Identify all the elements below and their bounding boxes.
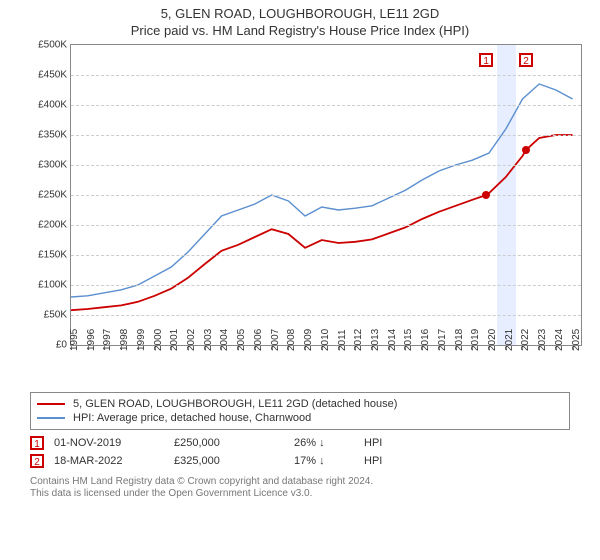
y-tick-label: £250K	[38, 189, 71, 200]
footer-line1: Contains HM Land Registry data © Crown c…	[30, 476, 570, 489]
row-date: 18-MAR-2022	[54, 455, 164, 467]
row-hpi: HPI	[364, 437, 414, 449]
y-tick-label: £350K	[38, 129, 71, 140]
legend-item: 5, GLEN ROAD, LOUGHBOROUGH, LE11 2GD (de…	[37, 397, 563, 411]
x-tick-label: 2010	[320, 329, 331, 351]
legend: 5, GLEN ROAD, LOUGHBOROUGH, LE11 2GD (de…	[30, 392, 570, 430]
y-gridline	[71, 135, 581, 136]
x-tick-label: 2025	[571, 329, 582, 351]
x-tick-label: 1998	[119, 329, 130, 351]
x-tick-label: 2013	[370, 329, 381, 351]
x-tick-label: 2017	[437, 329, 448, 351]
x-tick-label: 2016	[420, 329, 431, 351]
transactions-table: 1 01-NOV-2019 £250,000 26% ↓ HPI 2 18-MAR-2022…	[30, 434, 570, 470]
x-tick-label: 2007	[270, 329, 281, 351]
row-hpi: HPI	[364, 455, 414, 467]
x-tick-label: 2011	[337, 329, 348, 351]
transaction-dot	[522, 146, 530, 154]
y-gridline	[71, 255, 581, 256]
transaction-dot	[482, 191, 490, 199]
x-tick-label: 1999	[136, 329, 147, 351]
x-tick-label: 1996	[86, 329, 97, 351]
row-price: £325,000	[174, 455, 284, 467]
x-tick-label: 2012	[353, 329, 364, 351]
legend-swatch	[37, 417, 65, 419]
legend-swatch	[37, 403, 65, 405]
x-tick-label: 2022	[520, 329, 531, 351]
chart-subtitle: Price paid vs. HM Land Registry's House …	[0, 23, 600, 44]
y-tick-label: £50K	[44, 309, 71, 320]
row-pct: 17% ↓	[294, 455, 354, 467]
row-date: 01-NOV-2019	[54, 437, 164, 449]
x-tick-label: 2018	[454, 329, 465, 351]
x-tick-label: 2000	[153, 329, 164, 351]
x-tick-label: 2005	[236, 329, 247, 351]
footer-line2: This data is licensed under the Open Gov…	[30, 488, 570, 501]
y-gridline	[71, 195, 581, 196]
y-tick-label: £200K	[38, 219, 71, 230]
footer: Contains HM Land Registry data © Crown c…	[30, 476, 570, 501]
y-tick-label: £100K	[38, 279, 71, 290]
y-tick-label: £300K	[38, 159, 71, 170]
row-marker: 1	[30, 436, 44, 450]
row-marker: 2	[30, 454, 44, 468]
marker-box: 2	[519, 53, 533, 67]
x-tick-label: 2019	[470, 329, 481, 351]
legend-item: HPI: Average price, detached house, Char…	[37, 411, 563, 425]
x-tick-label: 1997	[102, 329, 113, 351]
x-tick-label: 2020	[487, 329, 498, 351]
y-gridline	[71, 75, 581, 76]
x-tick-label: 2004	[219, 329, 230, 351]
y-tick-label: £400K	[38, 99, 71, 110]
chart-title: 5, GLEN ROAD, LOUGHBOROUGH, LE11 2GD	[0, 0, 600, 23]
marker-box: 1	[479, 53, 493, 67]
table-row: 1 01-NOV-2019 £250,000 26% ↓ HPI	[30, 434, 570, 452]
x-tick-label: 2024	[554, 329, 565, 351]
y-gridline	[71, 315, 581, 316]
y-gridline	[71, 285, 581, 286]
y-tick-label: £500K	[38, 39, 71, 50]
row-price: £250,000	[174, 437, 284, 449]
row-pct: 26% ↓	[294, 437, 354, 449]
x-tick-label: 2008	[286, 329, 297, 351]
x-tick-label: 2006	[253, 329, 264, 351]
series-price	[71, 135, 573, 310]
x-tick-label: 1995	[69, 329, 80, 351]
legend-label: 5, GLEN ROAD, LOUGHBOROUGH, LE11 2GD (de…	[73, 398, 397, 410]
x-tick-label: 2015	[403, 329, 414, 351]
y-gridline	[71, 165, 581, 166]
plot-area: £0£50K£100K£150K£200K£250K£300K£350K£400…	[70, 44, 582, 346]
series-hpi	[71, 84, 573, 297]
y-tick-label: £150K	[38, 249, 71, 260]
x-tick-label: 2014	[387, 329, 398, 351]
chart-frame: £0£50K£100K£150K£200K£250K£300K£350K£400…	[20, 44, 580, 346]
chart-container: { "title": "5, GLEN ROAD, LOUGHBOROUGH, …	[0, 0, 600, 560]
table-row: 2 18-MAR-2022 £325,000 17% ↓ HPI	[30, 452, 570, 470]
legend-label: HPI: Average price, detached house, Char…	[73, 412, 311, 424]
x-tick-label: 2002	[186, 329, 197, 351]
y-gridline	[71, 225, 581, 226]
x-tick-label: 2009	[303, 329, 314, 351]
x-tick-label: 2001	[169, 329, 180, 351]
y-tick-label: £450K	[38, 69, 71, 80]
x-tick-label: 2021	[504, 329, 515, 351]
x-tick-label: 2023	[537, 329, 548, 351]
y-gridline	[71, 105, 581, 106]
x-tick-label: 2003	[203, 329, 214, 351]
